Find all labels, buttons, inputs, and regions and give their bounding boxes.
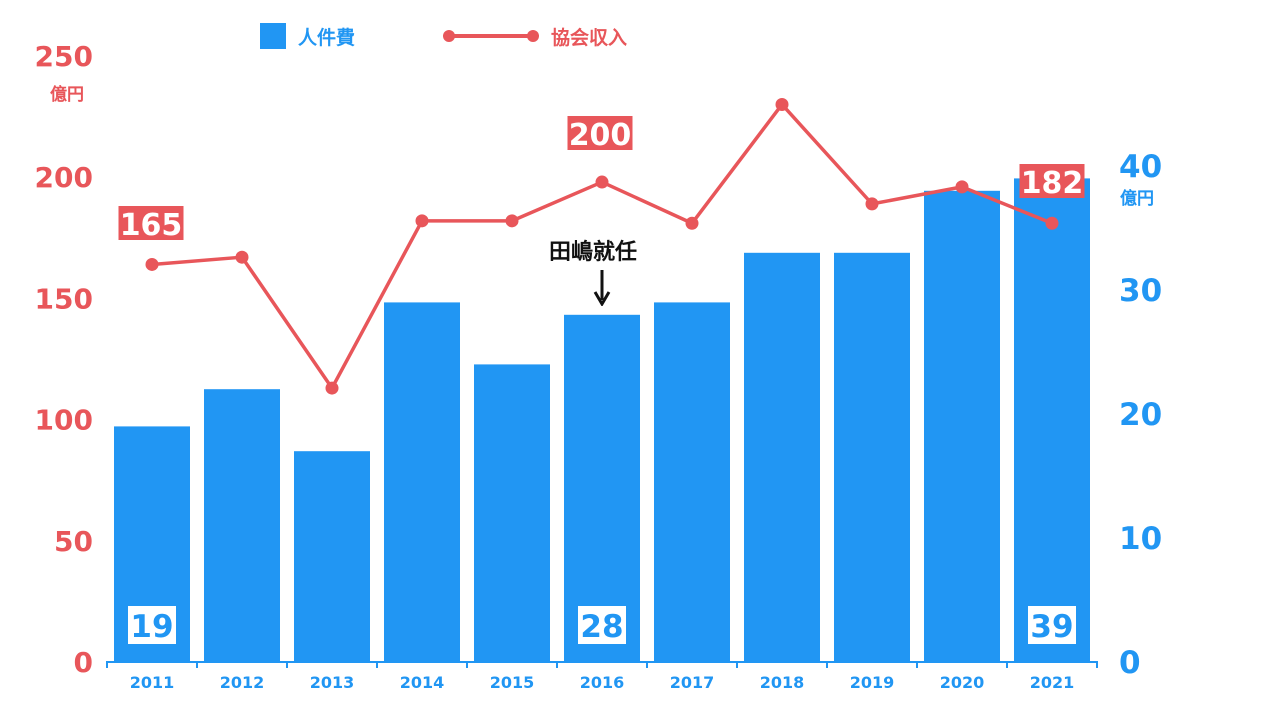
bar-data-label-box <box>1028 606 1076 644</box>
income-point <box>235 250 249 264</box>
right-tick-label: 40 <box>1119 149 1162 185</box>
line-data-label: 165 <box>120 208 183 243</box>
left-tick-label: 250 <box>35 40 93 73</box>
left-tick-label: 0 <box>74 646 93 679</box>
income-point <box>595 175 609 189</box>
bar <box>654 302 730 662</box>
right-axis-unit: 億円 <box>1120 189 1154 209</box>
right-tick-label: 0 <box>1119 645 1141 681</box>
x-tick-label: 2020 <box>940 673 985 692</box>
x-tick-label: 2014 <box>400 673 445 692</box>
bar <box>204 389 280 662</box>
left-axis-unit: 億円 <box>50 85 84 105</box>
legend-bar-label: 人件費 <box>298 26 356 49</box>
bar-data-label: 19 <box>130 609 173 645</box>
bar <box>1014 178 1090 662</box>
x-tick-label: 2019 <box>850 673 895 692</box>
right-tick-label: 10 <box>1119 521 1162 557</box>
bar-data-label-box <box>128 606 176 644</box>
income-point <box>505 214 519 228</box>
bar-data-label: 28 <box>580 609 623 645</box>
x-tick-label: 2021 <box>1030 673 1075 692</box>
income-point <box>775 97 789 111</box>
legend-bar: 人件費 <box>260 22 355 50</box>
right-tick-label: 20 <box>1119 397 1162 433</box>
bar <box>924 190 1000 663</box>
income-point <box>685 216 699 230</box>
x-tick-label: 2011 <box>130 673 175 692</box>
income-point <box>865 197 879 211</box>
bar-data-label: 39 <box>1030 609 1073 645</box>
line-data-label-box <box>567 116 633 150</box>
left-tick-label: 200 <box>35 161 93 194</box>
bar <box>564 314 640 662</box>
income-point <box>955 180 969 194</box>
annotation-label: 田嶋就任 <box>549 240 638 265</box>
legend-line: 協会収入 <box>443 22 627 50</box>
legend-line-swatch <box>443 29 539 43</box>
left-tick-label: 150 <box>35 282 93 315</box>
line-data-label-box <box>1019 164 1085 198</box>
left-tick-label: 100 <box>35 404 93 437</box>
income-point <box>325 381 339 395</box>
bar <box>294 451 370 662</box>
x-tick-label: 2012 <box>220 673 265 692</box>
line-data-label: 200 <box>569 118 632 153</box>
annotation-arrow-icon <box>593 270 611 306</box>
line-data-label: 182 <box>1021 166 1084 201</box>
income-point <box>145 257 159 271</box>
x-tick-label: 2018 <box>760 673 805 692</box>
bar <box>384 302 460 662</box>
legend-bar-swatch <box>260 23 286 49</box>
bar <box>744 252 820 663</box>
x-tick-label: 2017 <box>670 673 715 692</box>
legend-line-label: 協会収入 <box>551 26 628 49</box>
bar <box>474 364 550 662</box>
line-data-label-box <box>118 206 184 240</box>
x-tick-label: 2016 <box>580 673 625 692</box>
income-point <box>415 214 429 228</box>
income-point <box>1045 216 1059 230</box>
bar <box>834 252 910 663</box>
bar-data-label-box <box>578 606 626 644</box>
right-tick-label: 30 <box>1119 273 1162 309</box>
x-tick-label: 2015 <box>490 673 535 692</box>
x-tick-label: 2013 <box>310 673 355 692</box>
left-tick-label: 50 <box>54 525 93 558</box>
